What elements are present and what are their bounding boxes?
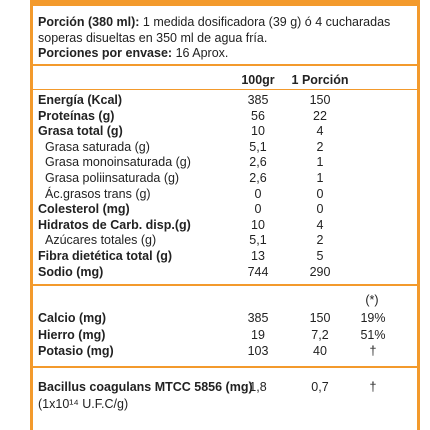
ddr-note: (*) [365,293,379,307]
divider [33,366,417,368]
row-label: Energía (Kcal) [38,93,123,107]
row-value: 2,6 [249,155,267,170]
portion-label: Porción (380 ml): [38,15,140,29]
row-value: 10 [251,217,265,232]
row-value: 5,1 [249,139,267,154]
row-value: 2 [316,233,324,248]
servings-value: 16 Aprox. [175,46,229,60]
row-value: 13 [251,249,265,263]
row-value: 0 [316,202,324,217]
row-label: Grasa poliinsaturada (g) [45,171,180,185]
portion-text: 1 medida dosificadora (39 g) ó 4 cuchara… [142,15,391,29]
row-value: 1 [316,171,324,185]
mineral-value: 150 [309,311,331,325]
row-value: 22 [313,108,327,123]
portion-text-2: soperas disueltas en 350 ml de agua fría… [38,31,268,45]
divider [33,64,417,66]
column-header: 1 Porción [291,73,349,87]
row-value: 150 [309,93,331,107]
mineral-value: 19 [251,327,265,342]
row-label: Ác.grasos trans (g) [45,186,151,201]
mineral-value: 385 [247,311,269,325]
mineral-value: 7,2 [311,327,329,342]
row-label: Grasa total (g) [38,124,123,139]
row-value: 56 [251,108,265,123]
row-label: Colesterol (mg) [38,202,130,217]
row-value: 744 [247,264,269,279]
probiotic-label: Bacillus coagulans MTCC 5856 (mg) [38,380,253,394]
mineral-label: Calcio (mg) [38,311,107,325]
label-border [30,0,420,430]
row-value: 290 [309,264,331,279]
row-value: 2,6 [249,171,267,185]
row-label: Sodio (mg) [38,264,104,279]
mineral-label: Hierro (mg) [38,327,106,342]
row-value: 5,1 [249,233,267,248]
mineral-value: 51% [360,327,386,342]
row-label: Proteínas (g) [38,108,115,123]
row-value: 385 [247,93,269,107]
mineral-value: † [369,344,377,358]
servings-label: Porciones por envase: [38,46,173,60]
row-value: 0 [254,186,262,201]
row-label: Fibra dietética total (g) [38,249,173,263]
probiotic-value: 1,8 [249,380,267,394]
row-value: 4 [316,217,324,232]
probiotic-value: † [369,380,377,394]
row-label: Grasa monoinsaturada (g) [45,155,191,170]
portion-line: Porción (380 ml): 1 medida dosificadora … [38,15,390,30]
row-value: 10 [251,124,265,139]
row-label: Grasa saturada (g) [45,139,150,154]
mineral-value: 103 [247,344,269,358]
probiotic-unit: (1x10¹⁴ U.F.C/g) [38,397,129,411]
mineral-value: 40 [313,344,327,358]
probiotic-value: 0,7 [311,380,329,394]
row-value: 0 [316,186,324,201]
row-value: 2 [316,139,324,154]
mineral-label: Potasio (mg) [38,344,114,358]
servings-line: Porciones por envase: 16 Aprox. [38,46,228,61]
row-value: 0 [254,202,262,217]
row-value: 4 [316,124,324,139]
row-label: Azúcares totales (g) [45,233,157,248]
divider [33,89,417,90]
row-label: Hidratos de Carb. disp.(g) [38,217,191,232]
row-value: 1 [316,155,324,170]
mineral-value: 19% [360,311,386,325]
row-value: 5 [316,249,324,263]
divider [33,284,417,286]
column-header: 100gr [241,73,275,87]
